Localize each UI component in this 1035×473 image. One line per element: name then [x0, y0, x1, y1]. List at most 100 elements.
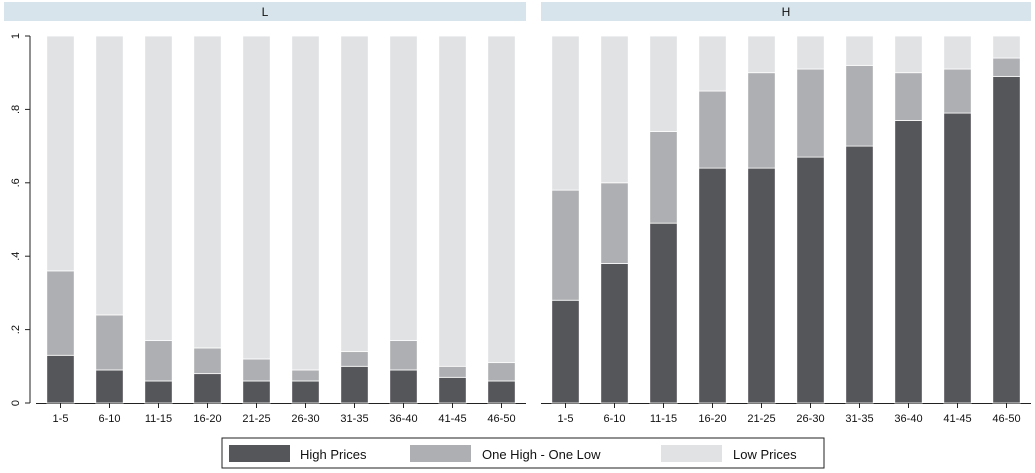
bar-h-high-prices-36-40	[894, 120, 923, 404]
bar-l-one-high-one-low-31-35	[340, 351, 369, 367]
bar-h-high-prices-31-35	[845, 145, 874, 404]
bar-l-low-prices-16-20	[193, 35, 222, 349]
bar-l-low-prices-11-15	[144, 35, 173, 342]
bar-h-one-high-one-low-6-10	[600, 182, 629, 264]
bar-h-high-prices-46-50	[992, 75, 1021, 404]
bar-h-low-prices-36-40	[894, 35, 923, 74]
bar-l-one-high-one-low-36-40	[389, 340, 418, 371]
bar-l-one-high-one-low-21-25	[242, 358, 271, 382]
bar-h-high-prices-26-30	[796, 156, 825, 404]
bar-l-low-prices-36-40	[389, 35, 418, 342]
x-tick-label: 26-30	[796, 413, 824, 425]
x-tick-label: 26-30	[291, 413, 319, 425]
bar-l-one-high-one-low-41-45	[438, 365, 467, 378]
x-tick-label: 36-40	[894, 413, 922, 425]
x-tick-label: 16-20	[698, 413, 726, 425]
x-tick-label: 21-25	[747, 413, 775, 425]
bar-l-high-prices-11-15	[144, 380, 173, 404]
bar-h-low-prices-21-25	[747, 35, 776, 74]
bar-h-high-prices-21-25	[747, 167, 776, 404]
x-tick-label: 11-15	[650, 413, 677, 425]
bar-h-high-prices-41-45	[943, 112, 972, 404]
y-tick-label: .2	[10, 325, 22, 334]
bar-l-low-prices-26-30	[291, 35, 320, 371]
bar-l-one-high-one-low-1-5	[46, 270, 75, 356]
y-tick-label: 0	[10, 400, 22, 406]
bar-l-low-prices-46-50	[487, 35, 516, 364]
bar-h-one-high-one-low-1-5	[551, 189, 580, 301]
panel-l: L 0 .2 .4 .6 .8 1 1-5 6-10 11-15 16-20 21-25 26-30 31…	[4, 2, 526, 425]
bar-h-high-prices-16-20	[698, 167, 727, 404]
bar-h-high-prices-1-5	[551, 299, 580, 404]
x-tick-label: 31-35	[845, 413, 873, 425]
bar-h-one-high-one-low-21-25	[747, 72, 776, 169]
bar-l-one-high-one-low-16-20	[193, 347, 222, 375]
x-tick-label: 16-20	[193, 413, 221, 425]
y-tick-label: 1	[10, 33, 22, 39]
bar-l-high-prices-36-40	[389, 369, 418, 404]
bar-l-high-prices-1-5	[46, 354, 75, 404]
x-tick-label: 21-25	[242, 413, 270, 425]
y-tick-label: .6	[10, 178, 22, 187]
x-tick-label: 41-45	[438, 413, 466, 425]
bar-h-low-prices-1-5	[551, 35, 580, 191]
panel-h: H 1-5 6-10 11-15 16-20 21-25 26-30 31-35 36-40 41…	[541, 2, 1031, 425]
bar-l-high-prices-21-25	[242, 380, 271, 404]
bar-l-high-prices-41-45	[438, 376, 467, 404]
x-tick-label: 6-10	[603, 413, 625, 425]
x-tick-label: 1-5	[53, 413, 69, 425]
bar-l-low-prices-6-10	[95, 35, 124, 316]
bar-l-high-prices-31-35	[340, 365, 369, 404]
bar-h-one-high-one-low-16-20	[698, 90, 727, 169]
bar-l-one-high-one-low-6-10	[95, 314, 124, 371]
legend-swatch-low-prices	[661, 445, 722, 462]
bar-h-high-prices-11-15	[649, 222, 678, 404]
bar-h-one-high-one-low-31-35	[845, 64, 874, 147]
panel-title-h: H	[782, 5, 791, 19]
legend-swatch-high-prices	[229, 445, 290, 462]
bar-h-high-prices-6-10	[600, 263, 629, 404]
panel-header-h	[541, 2, 1031, 21]
legend-swatch-one-high-one-low	[410, 445, 471, 462]
bar-h-low-prices-46-50	[992, 35, 1021, 59]
bar-l-one-high-one-low-46-50	[487, 362, 516, 382]
x-tick-label: 36-40	[389, 413, 417, 425]
x-tick-label: 6-10	[98, 413, 120, 425]
legend-label-high-prices: High Prices	[300, 447, 367, 462]
bar-l-one-high-one-low-26-30	[291, 369, 320, 382]
x-tick-label: 41-45	[943, 413, 971, 425]
bar-h-one-high-one-low-11-15	[649, 131, 678, 224]
chart-legend: High Prices One High - One Low Low Prices	[221, 437, 825, 469]
x-tick-label: 11-15	[145, 413, 172, 425]
bar-h-one-high-one-low-36-40	[894, 72, 923, 121]
x-tick-label: 31-35	[340, 413, 368, 425]
bar-l-low-prices-21-25	[242, 35, 271, 360]
bar-h-low-prices-6-10	[600, 35, 629, 184]
legend-label-one-high-one-low: One High - One Low	[482, 447, 601, 462]
bar-h-low-prices-41-45	[943, 35, 972, 70]
x-tick-label: 1-5	[558, 413, 574, 425]
bar-l-low-prices-1-5	[46, 35, 75, 272]
panel-title-l: L	[262, 5, 269, 19]
bar-l-high-prices-16-20	[193, 373, 222, 404]
bar-l-high-prices-26-30	[291, 380, 320, 404]
x-tick-label: 46-50	[992, 413, 1020, 425]
bar-l-high-prices-46-50	[487, 380, 516, 404]
bar-l-low-prices-41-45	[438, 35, 467, 367]
bar-h-one-high-one-low-41-45	[943, 68, 972, 114]
bar-h-low-prices-31-35	[845, 35, 874, 66]
bar-h-low-prices-11-15	[649, 35, 678, 132]
bar-l-low-prices-31-35	[340, 35, 369, 353]
bar-l-high-prices-6-10	[95, 369, 124, 404]
x-tick-label: 46-50	[487, 413, 515, 425]
bar-h-low-prices-16-20	[698, 35, 727, 92]
y-tick-label: .8	[10, 105, 22, 114]
bar-h-one-high-one-low-26-30	[796, 68, 825, 158]
bar-h-one-high-one-low-46-50	[992, 57, 1021, 77]
y-tick-label: .4	[10, 252, 22, 261]
chart-panels: L 0 .2 .4 .6 .8 1 1-5 6-10 11-15 16-20 21-25 26-30 31…	[4, 2, 1031, 425]
bar-l-one-high-one-low-11-15	[144, 340, 173, 382]
bar-h-low-prices-26-30	[796, 35, 825, 70]
legend-label-low-prices: Low Prices	[733, 447, 797, 462]
